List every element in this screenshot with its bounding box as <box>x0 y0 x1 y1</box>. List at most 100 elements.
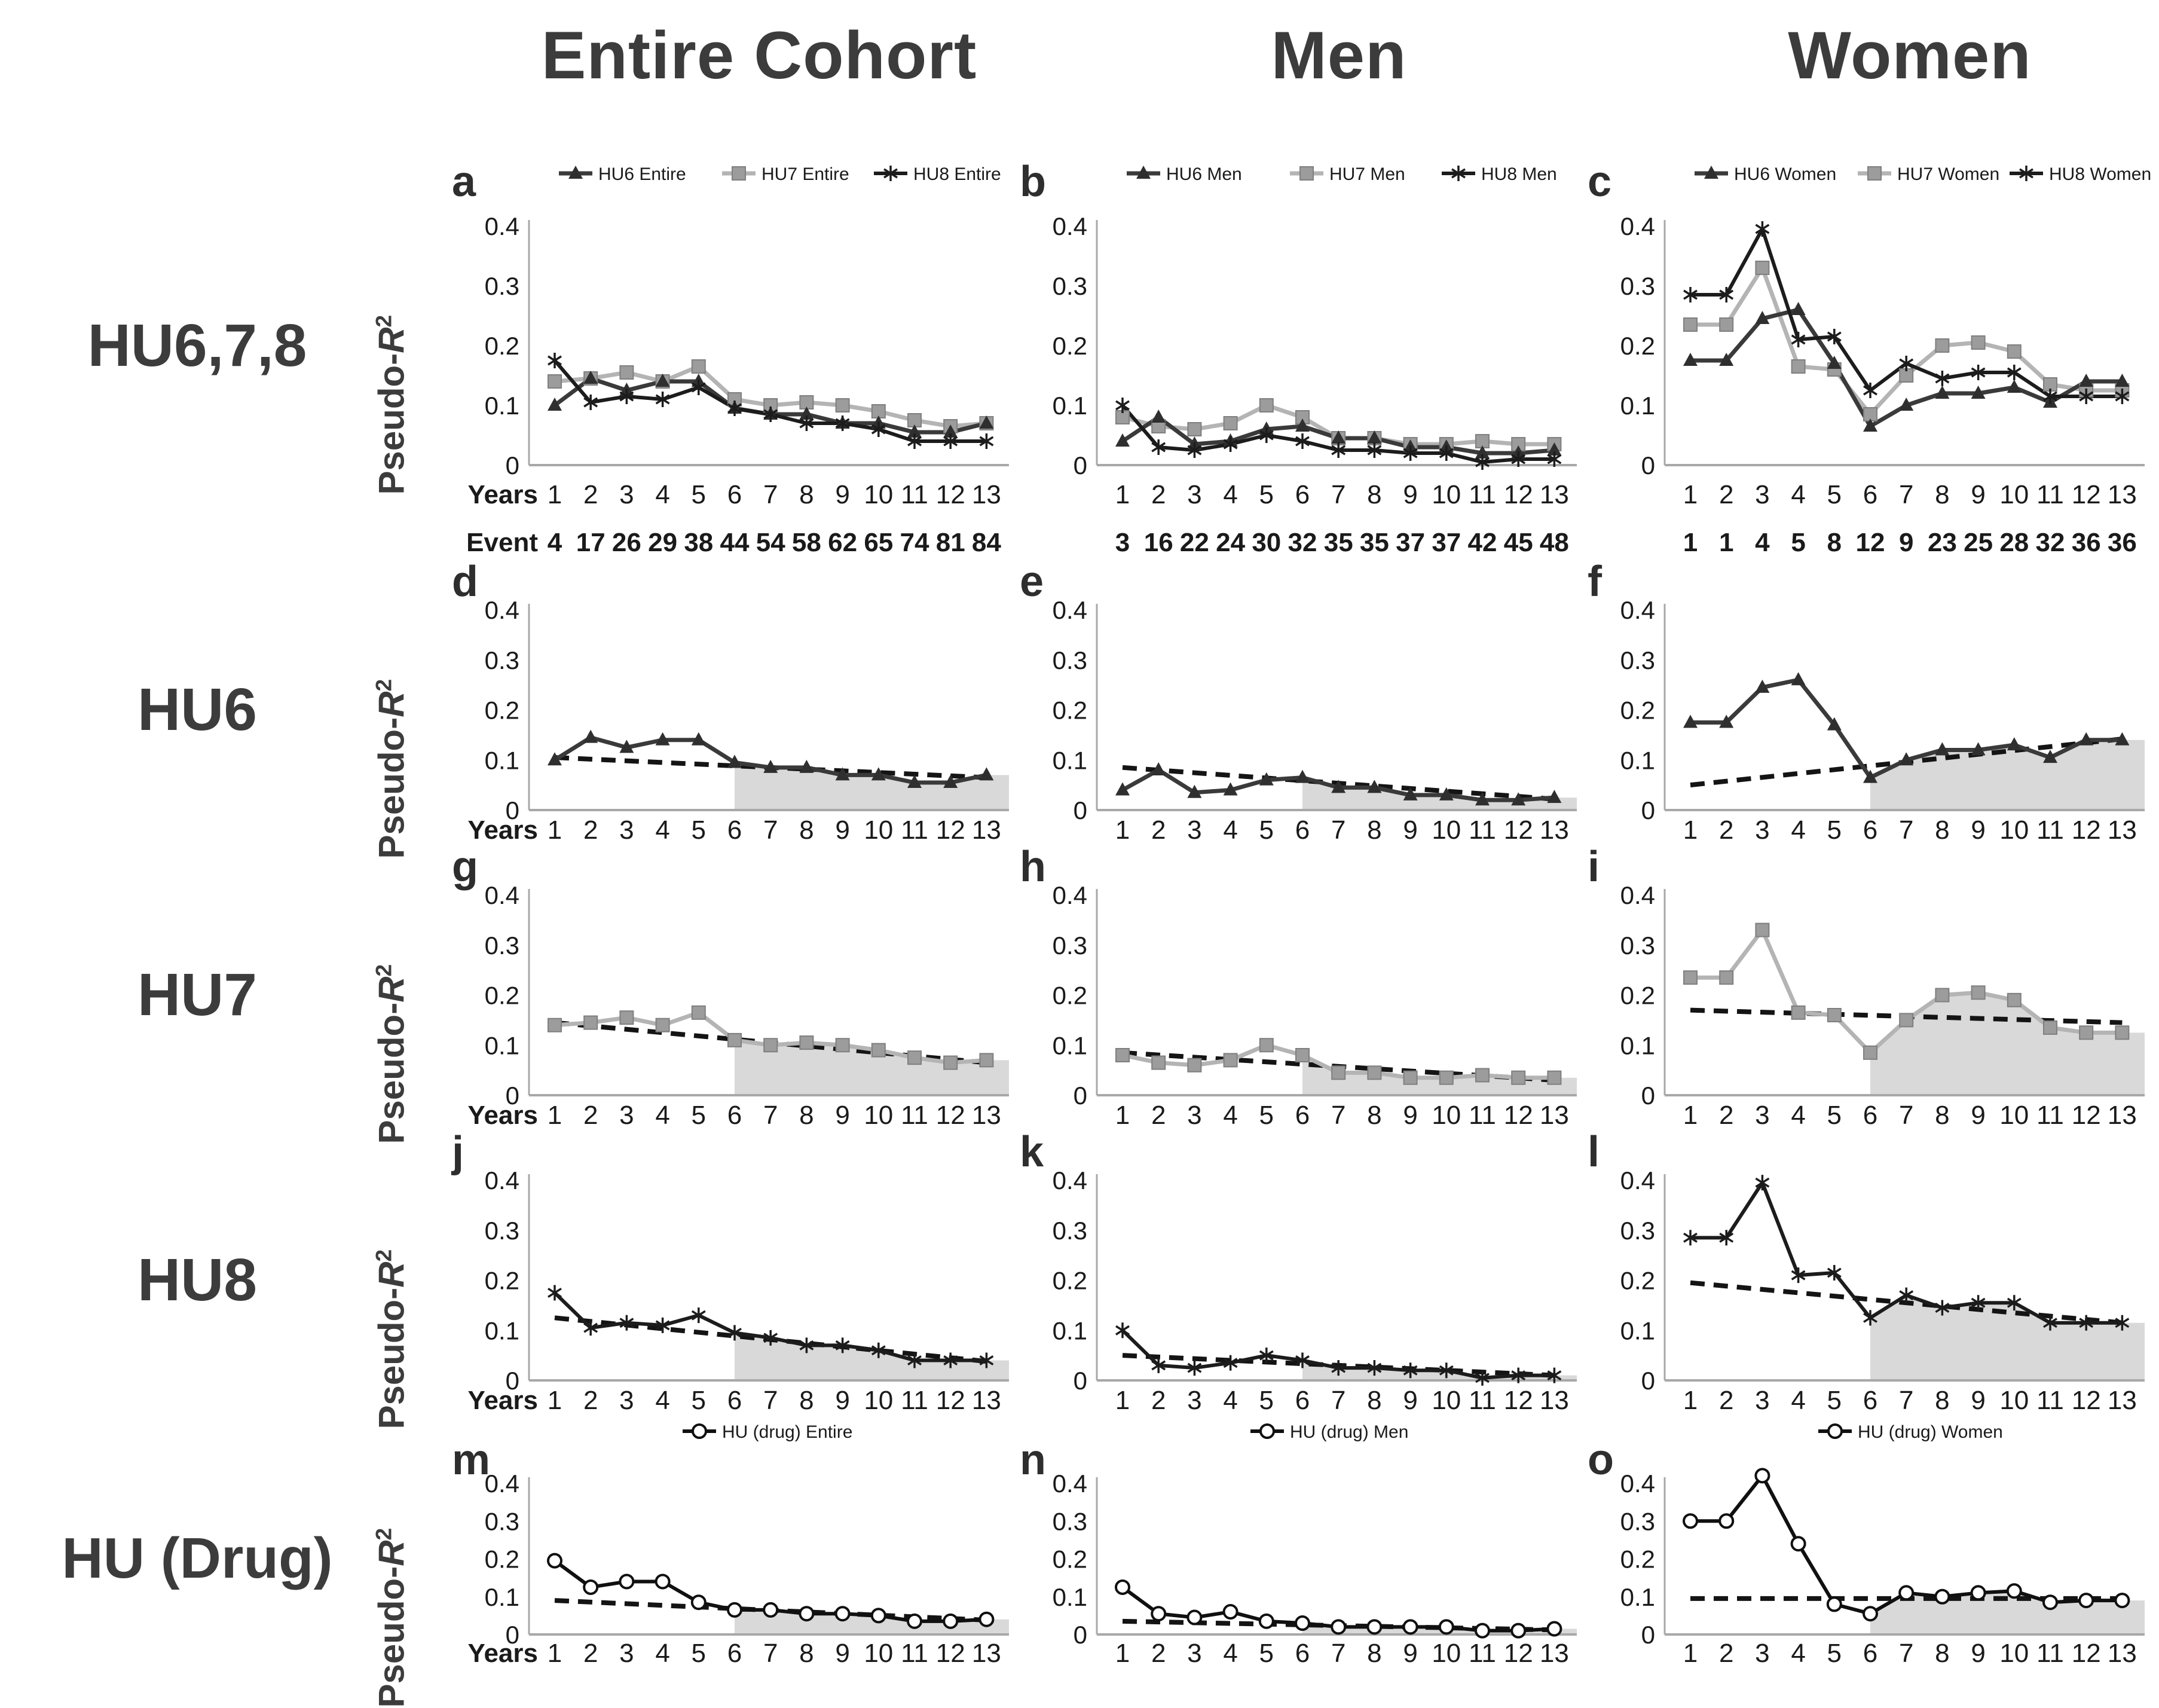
circle-marker <box>799 1606 815 1622</box>
svg-text:0: 0 <box>1074 1081 1087 1110</box>
svg-text:10: 10 <box>1999 1386 2029 1415</box>
triangle-marker <box>1719 353 1734 366</box>
triangle-marker <box>2007 737 2022 751</box>
svg-text:0.1: 0.1 <box>1053 392 1087 420</box>
square-marker <box>1223 416 1238 430</box>
svg-text:54: 54 <box>756 528 785 557</box>
circle-marker <box>727 1602 742 1618</box>
square-marker <box>1331 1065 1346 1080</box>
y-axis-labels: 0.4 0.3 0.2 0.1 0 <box>1620 1166 1655 1395</box>
event-row: 3 16 22 24 30 32 35 35 37 37 42 45 48 <box>1115 528 1569 557</box>
triangle-marker <box>655 374 670 387</box>
svg-text:8: 8 <box>1367 815 1381 845</box>
axes <box>1663 1477 2145 1636</box>
svg-text:10: 10 <box>864 1101 893 1130</box>
svg-text:3: 3 <box>619 1101 634 1130</box>
svg-text:2: 2 <box>1151 815 1166 845</box>
svg-text:0: 0 <box>506 1367 519 1395</box>
square-marker <box>943 1055 958 1070</box>
svg-text:9: 9 <box>835 1639 849 1668</box>
square-marker <box>583 1015 598 1030</box>
svg-text:6: 6 <box>727 1386 742 1415</box>
asterisk-marker <box>835 415 850 431</box>
svg-text:2: 2 <box>1719 815 1733 845</box>
square-marker <box>1791 1005 1806 1020</box>
svg-text:7: 7 <box>1899 480 1913 509</box>
svg-text:5: 5 <box>1259 480 1274 509</box>
square-marker <box>835 398 850 413</box>
panel-letter: g <box>452 843 478 891</box>
svg-text:8: 8 <box>1367 1386 1381 1415</box>
axes <box>1663 604 2145 811</box>
svg-text:10: 10 <box>1999 815 2029 845</box>
svg-text:12: 12 <box>936 1101 965 1130</box>
triangle-marker <box>1827 717 1842 731</box>
legend-marker-circle <box>1259 1423 1275 1439</box>
svg-text:2: 2 <box>583 480 598 509</box>
square-marker <box>1683 970 1698 985</box>
svg-text:0.3: 0.3 <box>1053 1217 1087 1245</box>
asterisk-marker <box>1115 1322 1130 1339</box>
asterisk-marker <box>2007 1295 2022 1311</box>
svg-text:5: 5 <box>692 815 706 845</box>
square-marker <box>1187 1058 1202 1073</box>
square-marker <box>1971 335 1986 350</box>
asterisk-marker <box>1475 1370 1490 1386</box>
asterisk-marker <box>1115 398 1130 413</box>
svg-text:9: 9 <box>1403 1386 1417 1415</box>
asterisk-marker <box>1151 439 1166 455</box>
svg-text:13: 13 <box>972 1386 1001 1415</box>
square-marker <box>1547 1070 1562 1085</box>
legend-marker-triangle <box>568 166 583 179</box>
svg-text:5: 5 <box>1827 1639 1842 1668</box>
svg-text:Years: Years <box>468 1386 538 1415</box>
svg-text:9: 9 <box>1971 815 1985 845</box>
square-marker <box>1187 422 1202 436</box>
svg-text:0: 0 <box>1641 1621 1655 1649</box>
svg-text:0.2: 0.2 <box>1620 982 1655 1010</box>
triangle-marker <box>655 732 670 745</box>
triangle-marker <box>1511 792 1526 806</box>
asterisk-marker <box>1187 442 1202 458</box>
svg-text:45: 45 <box>1504 528 1533 557</box>
svg-text:4: 4 <box>655 815 669 845</box>
triangle-marker <box>1151 410 1166 423</box>
svg-text:4: 4 <box>1791 480 1805 509</box>
svg-text:1: 1 <box>1683 1101 1698 1130</box>
legend-label: HU6 Men <box>1166 164 1242 184</box>
asterisk-marker <box>619 1315 634 1331</box>
svg-text:0: 0 <box>1074 451 1087 479</box>
svg-text:1: 1 <box>1115 1101 1130 1130</box>
svg-text:0.1: 0.1 <box>1053 746 1087 774</box>
svg-text:0.2: 0.2 <box>485 1267 519 1295</box>
svg-text:1: 1 <box>548 1639 562 1668</box>
legend-label: HU (drug) Men <box>1290 1422 1408 1442</box>
legend-label: HU6 Entire <box>598 164 686 184</box>
panel-letter: n <box>1020 1436 1046 1484</box>
svg-text:5: 5 <box>692 480 706 509</box>
svg-text:5: 5 <box>1827 480 1842 509</box>
legend-marker-asterisk <box>1451 166 1466 181</box>
square-marker <box>2079 1025 2094 1040</box>
triangle-marker <box>2043 750 2057 763</box>
asterisk-marker <box>2043 1315 2057 1331</box>
svg-text:0: 0 <box>1074 796 1087 824</box>
asterisk-marker <box>727 401 742 416</box>
asterisk-marker <box>1403 1362 1418 1379</box>
svg-text:0.4: 0.4 <box>1053 1166 1087 1194</box>
svg-text:0.2: 0.2 <box>485 696 519 725</box>
asterisk-marker <box>1971 365 1986 380</box>
triangle-marker <box>1547 790 1562 803</box>
asterisk-marker <box>727 1325 742 1341</box>
square-marker <box>1259 1038 1274 1053</box>
svg-text:1: 1 <box>548 480 562 509</box>
asterisk-marker <box>1511 1367 1526 1383</box>
svg-text:1: 1 <box>1683 480 1698 509</box>
asterisk-marker <box>691 1307 706 1324</box>
event-row: 4 17 26 29 38 44 54 58 62 65 74 81 84 Event <box>466 528 1001 557</box>
svg-text:6: 6 <box>727 1639 742 1668</box>
svg-text:0.1: 0.1 <box>485 392 519 420</box>
svg-text:6: 6 <box>727 480 742 509</box>
svg-text:2: 2 <box>583 1639 598 1668</box>
svg-text:3: 3 <box>1755 1639 1769 1668</box>
